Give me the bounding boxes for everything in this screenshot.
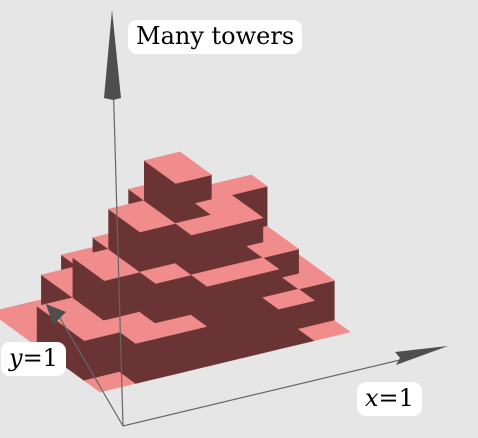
x-axis-arrowhead: [395, 346, 448, 365]
tower-side-face: [242, 268, 279, 359]
y-axis-label: y=1: [1, 342, 66, 376]
z-axis-arrowhead: [104, 10, 121, 100]
tower-top-face: [226, 257, 280, 279]
y-axis-arrowhead: [46, 304, 66, 325]
tower-top-face: [210, 205, 264, 227]
tower-top-face: [282, 268, 336, 290]
tower-top-face: [262, 288, 316, 310]
tower-surface: [0, 151, 351, 393]
tower-top-face: [214, 174, 268, 196]
x-axis-line: [122, 359, 401, 427]
plot-title: Many towers: [128, 20, 303, 54]
tower-top-face: [246, 237, 300, 259]
axes: [46, 10, 448, 427]
x-axis-label: x=1: [357, 382, 422, 416]
tower-top-face: [159, 163, 213, 184]
tower-side-face: [206, 277, 244, 367]
tower-top-face: [297, 320, 351, 341]
y-axis-line: [59, 317, 124, 427]
z-axis-line: [111, 39, 124, 427]
